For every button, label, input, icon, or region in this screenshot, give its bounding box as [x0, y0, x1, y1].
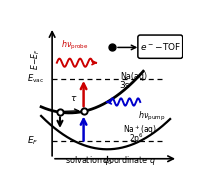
Text: $h\nu_{\rm probe}$: $h\nu_{\rm probe}$	[61, 39, 88, 52]
Text: $E\!-\!E_F$: $E\!-\!E_F$	[29, 48, 42, 70]
Text: $\mathrm{Na^+(aq)}$: $\mathrm{Na^+(aq)}$	[122, 124, 156, 137]
FancyBboxPatch shape	[137, 35, 182, 58]
Text: $\tau$: $\tau$	[70, 94, 78, 103]
Text: $E_F$: $E_F$	[27, 134, 38, 147]
Text: 3s: 3s	[119, 81, 129, 90]
Text: $h\nu_{\rm pump}$: $h\nu_{\rm pump}$	[137, 110, 164, 123]
Text: $\mathrm{2p^6}$: $\mathrm{2p^6}$	[129, 132, 143, 146]
Text: solvation coordinate $q$: solvation coordinate $q$	[65, 154, 155, 167]
Text: $E_{\rm vac}$: $E_{\rm vac}$	[27, 72, 44, 85]
Text: $e^-\!-\!$TOF: $e^-\!-\!$TOF	[139, 41, 180, 52]
Text: $q_0$: $q_0$	[101, 156, 112, 167]
Text: Na(aq): Na(aq)	[119, 72, 146, 81]
